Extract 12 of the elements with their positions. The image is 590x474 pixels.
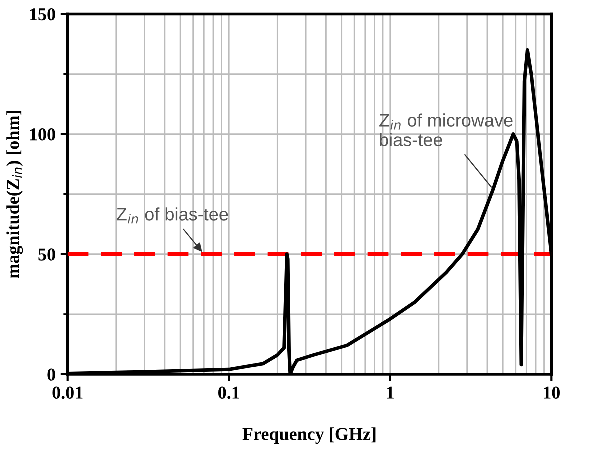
x-tick-label: 1 (387, 386, 394, 399)
y-axis-title: magnitude(Z$_{in}$) [ohm] (6, 111, 24, 278)
y-tick-label: 150 (30, 8, 56, 21)
annotation: Z$_{in}$ of microwave bias-tee (380, 114, 513, 146)
x-tick-label: 10 (544, 386, 560, 399)
y-tick-label: 0 (48, 368, 56, 381)
x-tick-label: 0.01 (52, 386, 83, 400)
ref-line-label: Z$_{in}$ of bias-tee (116, 208, 228, 224)
x-tick-label: 0.1 (218, 386, 240, 400)
x-axis-title: Frequency [GHz] (242, 428, 376, 444)
y-tick-label: 100 (30, 128, 56, 141)
y-tick-label: 50 (38, 248, 56, 261)
